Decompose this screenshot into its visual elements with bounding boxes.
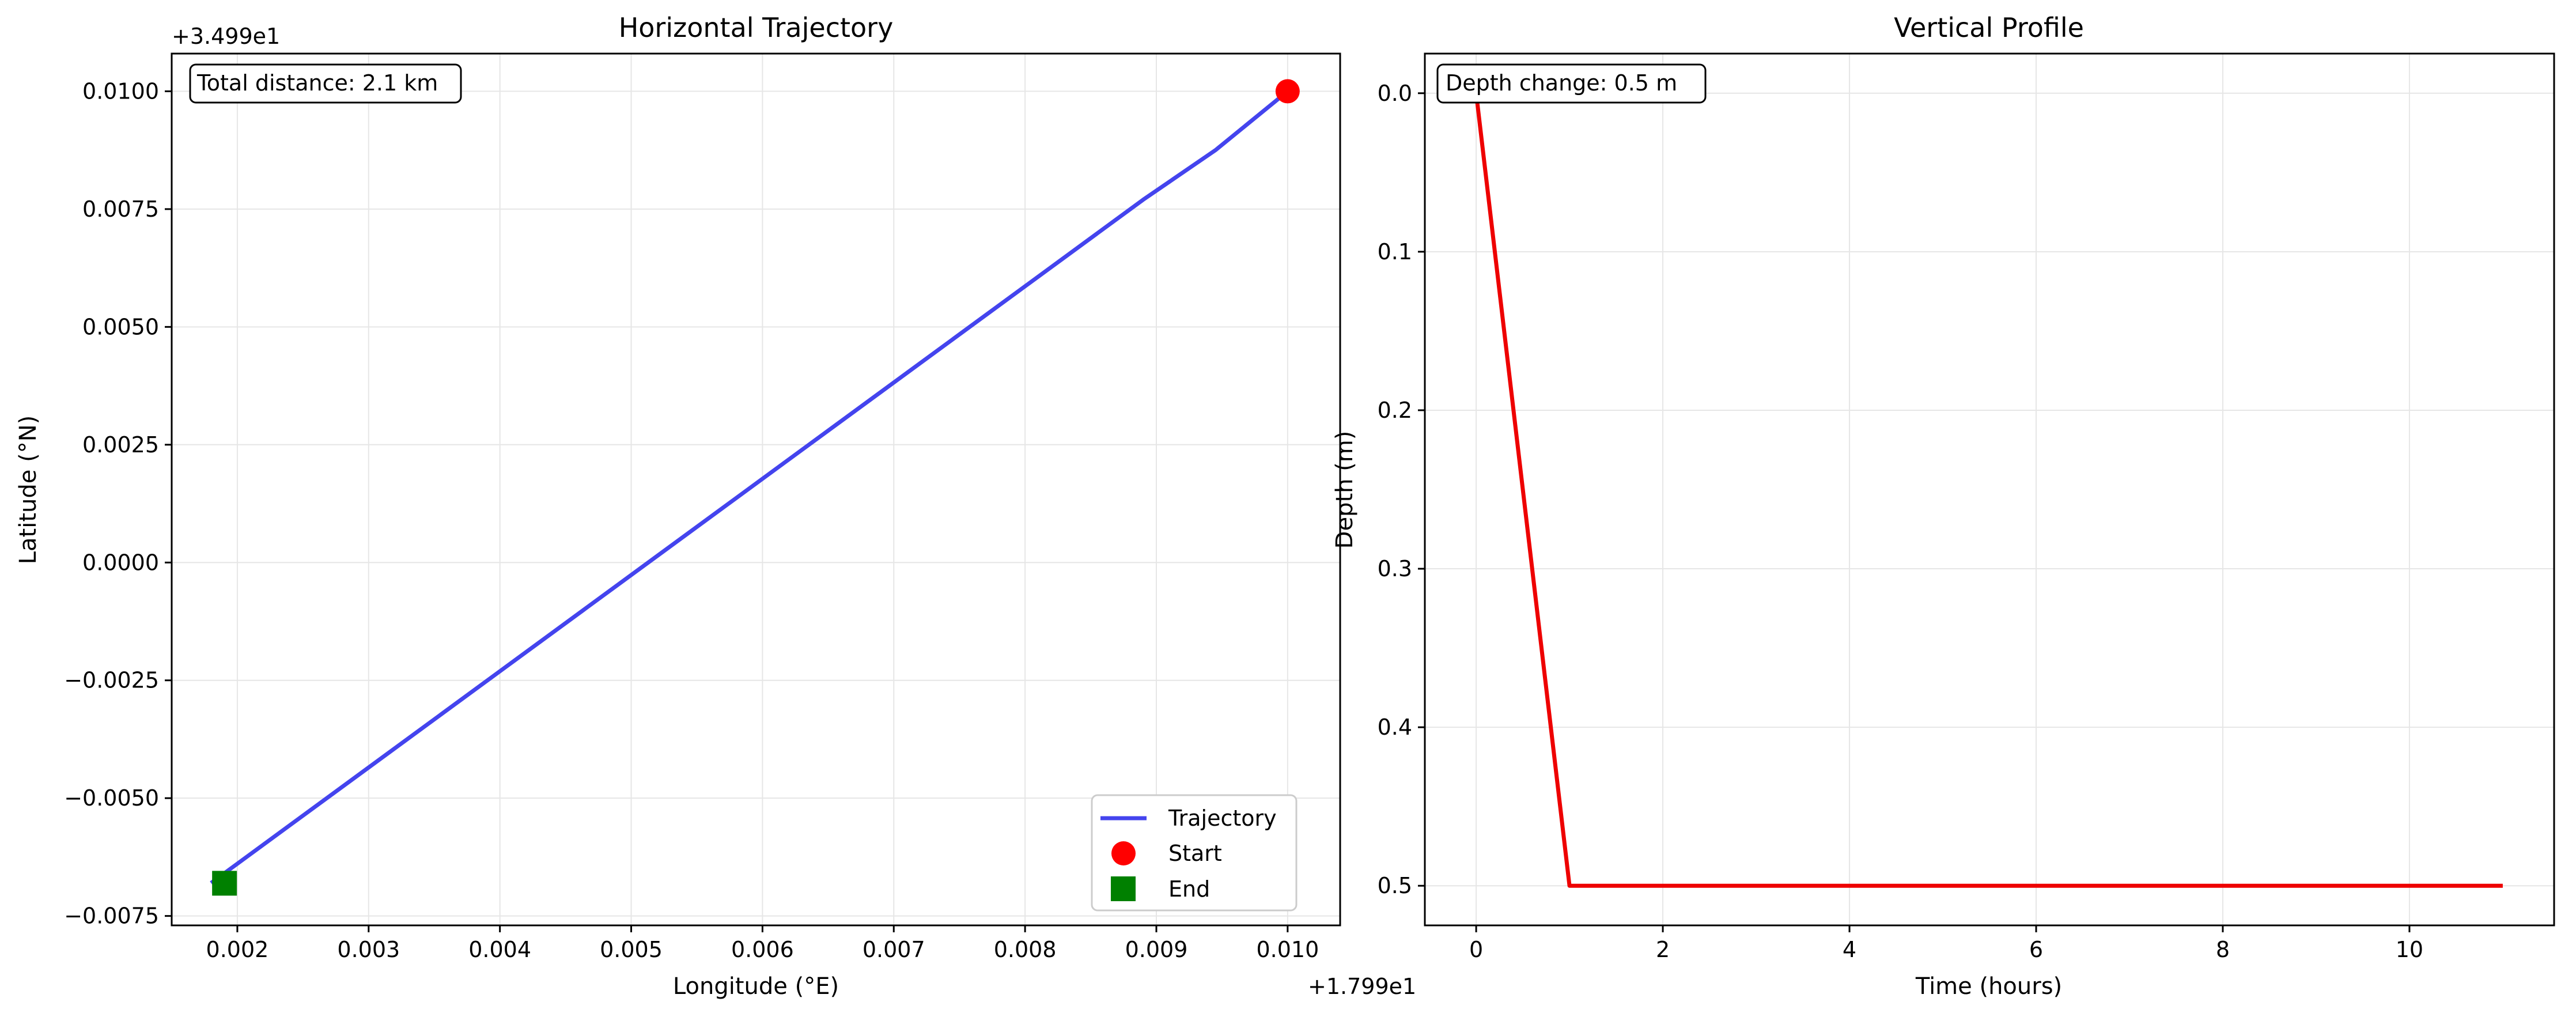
left-x-tick-label: 0.008: [994, 937, 1057, 962]
left-x-tick-label: 0.010: [1256, 937, 1319, 962]
left-annotation-box: Total distance: 2.1 km: [189, 63, 462, 104]
legend-end-label: End: [1168, 876, 1210, 902]
right-x-tick-label: 2: [1656, 937, 1670, 962]
vertical-profile-panel: Vertical Profile 0 2 4 6 8 10 0.0 0.1 0.2 0.3 0.4…: [1331, 12, 2555, 1000]
left-x-tick-label: 0.003: [337, 937, 400, 962]
left-y-tick-label: 0.0025: [82, 432, 159, 458]
right-y-tick-label: 0.4: [1378, 714, 1412, 740]
right-y-axis-label: Depth (m): [1331, 431, 1358, 549]
left-x-axis: 0.002 0.003 0.004 0.005 0.006 0.007 0.008 0.009…: [206, 925, 1319, 962]
left-y-axis: 0.0100 0.0075 0.0050 0.0025 0.0000 −0.0025 −0.…: [64, 78, 172, 929]
legend-end-swatch: [1111, 876, 1136, 901]
right-x-tick-label: 0: [1469, 937, 1483, 962]
right-x-axis: 0 2 4 6 8 10: [1469, 925, 2423, 962]
right-plot-frame: [1424, 52, 2555, 927]
legend-start-label: Start: [1168, 841, 1222, 866]
right-x-tick-label: 6: [2029, 937, 2043, 962]
left-chart-title: Horizontal Trajectory: [619, 12, 894, 43]
right-y-tick-label: 0.2: [1378, 398, 1412, 423]
end-marker: [212, 871, 237, 896]
left-y-tick-label: −0.0025: [64, 668, 159, 693]
legend-start-swatch: [1111, 841, 1136, 865]
left-y-tick-label: 0.0100: [82, 78, 159, 104]
left-y-tick-label: −0.0050: [64, 785, 159, 811]
left-x-axis-label: Longitude (°E): [673, 973, 839, 1000]
left-x-offset-label: +1.799e1: [1308, 974, 1416, 999]
right-chart-title: Vertical Profile: [1894, 12, 2084, 43]
left-x-tick-label: 0.005: [600, 937, 663, 962]
horizontal-trajectory-panel: Horizontal Trajectory 0.002 0.003 0.004 0.0…: [15, 12, 1416, 1000]
right-y-axis: 0.0 0.1 0.2 0.3 0.4 0.5: [1378, 81, 1425, 898]
left-x-tick-label: 0.006: [731, 937, 794, 962]
right-x-axis-label: Time (hours): [1915, 973, 2062, 1000]
start-marker: [1275, 79, 1300, 104]
right-annotation: Depth change: 0.5 m: [1446, 70, 1677, 96]
right-x-tick-label: 8: [2216, 937, 2230, 962]
right-x-tick-label: 4: [1843, 937, 1856, 962]
right-y-tick-label: 0.1: [1378, 239, 1412, 264]
left-annotation: Total distance: 2.1 km: [196, 70, 438, 96]
right-y-tick-label: 0.3: [1378, 556, 1412, 581]
right-series: [1474, 93, 2503, 888]
right-x-tick-label: 10: [2396, 937, 2423, 962]
right-annotation-box: Depth change: 0.5 m: [1436, 63, 1707, 104]
left-x-tick-label: 0.002: [206, 937, 269, 962]
left-x-tick-label: 0.004: [468, 937, 531, 962]
trajectory-line: [210, 89, 1289, 885]
legend-frame: [1091, 794, 1298, 912]
left-y-tick-label: 0.0000: [82, 550, 159, 575]
left-legend: Trajectory Start End: [1091, 794, 1298, 912]
left-y-tick-label: 0.0075: [82, 196, 159, 222]
left-y-axis-label: Latitude (°N): [15, 415, 41, 564]
left-y-tick-label: 0.0050: [82, 314, 159, 339]
left-x-tick-label: 0.007: [863, 937, 925, 962]
right-y-tick-label: 0.0: [1378, 81, 1412, 106]
left-y-offset-label: +3.499e1: [172, 24, 280, 49]
right-y-tick-label: 0.5: [1378, 873, 1412, 898]
left-plot-frame: [171, 52, 1341, 927]
left-x-tick-label: 0.009: [1125, 937, 1188, 962]
left-y-tick-label: −0.0075: [64, 903, 159, 929]
left-series: [210, 79, 1300, 896]
legend-trajectory-label: Trajectory: [1168, 806, 1277, 831]
depth-line: [1474, 93, 2503, 888]
